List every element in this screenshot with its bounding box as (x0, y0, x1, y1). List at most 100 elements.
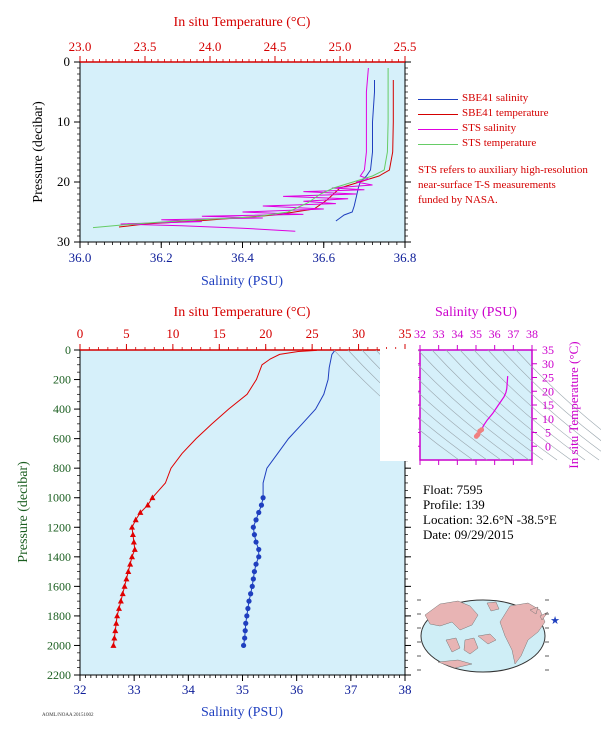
top-tick-label: 25.5 (394, 39, 417, 54)
ts-right-axis-title: In situ Temperature (°C) (566, 341, 581, 468)
y-tick-label: 400 (53, 402, 71, 416)
series-line (92, 68, 389, 229)
land-mass (445, 637, 461, 653)
x-tick-label: 37 (344, 682, 358, 697)
data-point (114, 612, 121, 619)
data-point (123, 575, 130, 582)
y-tick-label: 800 (53, 461, 71, 475)
top-tick-label: 20 (259, 326, 272, 341)
ts-top-tick-label: 34 (451, 327, 463, 341)
date: Date: 09/29/2015 (423, 527, 514, 542)
land-mass (477, 633, 497, 645)
land-mass (499, 602, 546, 665)
land-mass (486, 601, 500, 612)
data-point (256, 546, 262, 553)
ts-top-tick-label: 33 (433, 327, 445, 341)
x-tick-label: 36.8 (394, 250, 417, 265)
density-contour (431, 349, 558, 461)
legend-swatch (418, 144, 458, 145)
legend-item: SBE41 salinity (418, 92, 548, 107)
top-tick-label: 0 (77, 326, 84, 341)
data-point (116, 605, 122, 611)
top-axis-title: In situ Temperature (°C) (174, 305, 311, 320)
series-line (335, 80, 375, 222)
y-tick-label: 0 (64, 54, 71, 69)
data-point (242, 635, 248, 641)
ts-right-tick-label: 30 (542, 357, 554, 371)
density-contour (515, 349, 601, 430)
top-tick-label: 25.0 (329, 39, 352, 54)
density-contour (417, 349, 544, 461)
top-tick-label: 35 (399, 326, 412, 341)
x-tick-label: 38 (399, 682, 412, 697)
ts-top-tick-label: 38 (526, 327, 538, 341)
data-point (111, 634, 118, 641)
density-contour (473, 349, 600, 461)
ts-right-tick-label: 0 (545, 439, 551, 453)
y-tick-label: 20 (57, 174, 70, 189)
density-contour (445, 349, 572, 461)
data-point (253, 561, 259, 567)
data-point (245, 605, 251, 612)
data-point (119, 590, 126, 597)
top-tick-label: 24.0 (199, 39, 222, 54)
data-point (129, 524, 135, 530)
legend-label: SBE41 temperature (462, 107, 549, 119)
data-point (125, 568, 132, 574)
data-point (248, 591, 254, 597)
legend-note: STS refers to auxiliary high-resolution … (418, 164, 588, 206)
y-axis-title: Pressure (decibar) (16, 461, 31, 563)
location: Location: 32.6°N -38.5°E (423, 512, 557, 527)
density-contour (501, 349, 601, 442)
legend-label: STS temperature (462, 137, 537, 149)
data-point (240, 642, 247, 649)
data-point (256, 509, 262, 516)
legend-item: STS temperature (418, 137, 548, 152)
top-tick-label: 23.5 (134, 39, 157, 54)
data-point (129, 531, 136, 538)
data-point (137, 509, 144, 515)
x-axis-title: Salinity (PSU) (201, 705, 283, 720)
data-point (132, 516, 139, 523)
data-point (110, 642, 117, 648)
x-axis-title: Salinity (PSU) (201, 274, 283, 289)
data-point (258, 502, 265, 508)
land-mass (463, 637, 479, 655)
ts-right-tick-label: 25 (542, 371, 554, 385)
legend-swatch (418, 129, 458, 130)
legend-item: SBE41 temperature (418, 107, 548, 122)
data-point (251, 532, 258, 538)
x-tick-label: 36 (290, 682, 304, 697)
data-point (117, 597, 124, 604)
data-point (130, 538, 137, 545)
ts-point (473, 433, 479, 439)
x-tick-label: 36.4 (231, 250, 254, 265)
y-axis-title: Pressure (decibar) (31, 101, 46, 203)
ts-top-tick-label: 35 (470, 327, 482, 341)
y-tick-label: 1600 (47, 579, 71, 593)
legend-item: STS salinity (418, 122, 548, 137)
x-tick-label: 35 (236, 682, 249, 697)
top-tick-label: 5 (123, 326, 130, 341)
data-point (242, 628, 248, 634)
land-mass (529, 606, 539, 615)
series-line (120, 67, 373, 232)
float-id: Float: 7595 (423, 482, 483, 497)
data-point (129, 553, 135, 560)
top-tick-label: 10 (166, 326, 179, 341)
data-point (260, 495, 266, 501)
x-tick-label: 32 (74, 682, 87, 697)
ts-top-tick-label: 36 (489, 327, 501, 341)
y-tick-label: 600 (53, 432, 71, 446)
x-tick-label: 33 (128, 682, 141, 697)
data-point (113, 620, 120, 626)
x-tick-label: 34 (182, 682, 196, 697)
data-point (246, 598, 252, 604)
plot-area (79, 349, 406, 676)
data-point (249, 583, 255, 589)
y-tick-label: 2200 (47, 668, 71, 682)
data-point (149, 494, 156, 501)
data-point (250, 524, 256, 530)
density-contour (459, 349, 586, 461)
